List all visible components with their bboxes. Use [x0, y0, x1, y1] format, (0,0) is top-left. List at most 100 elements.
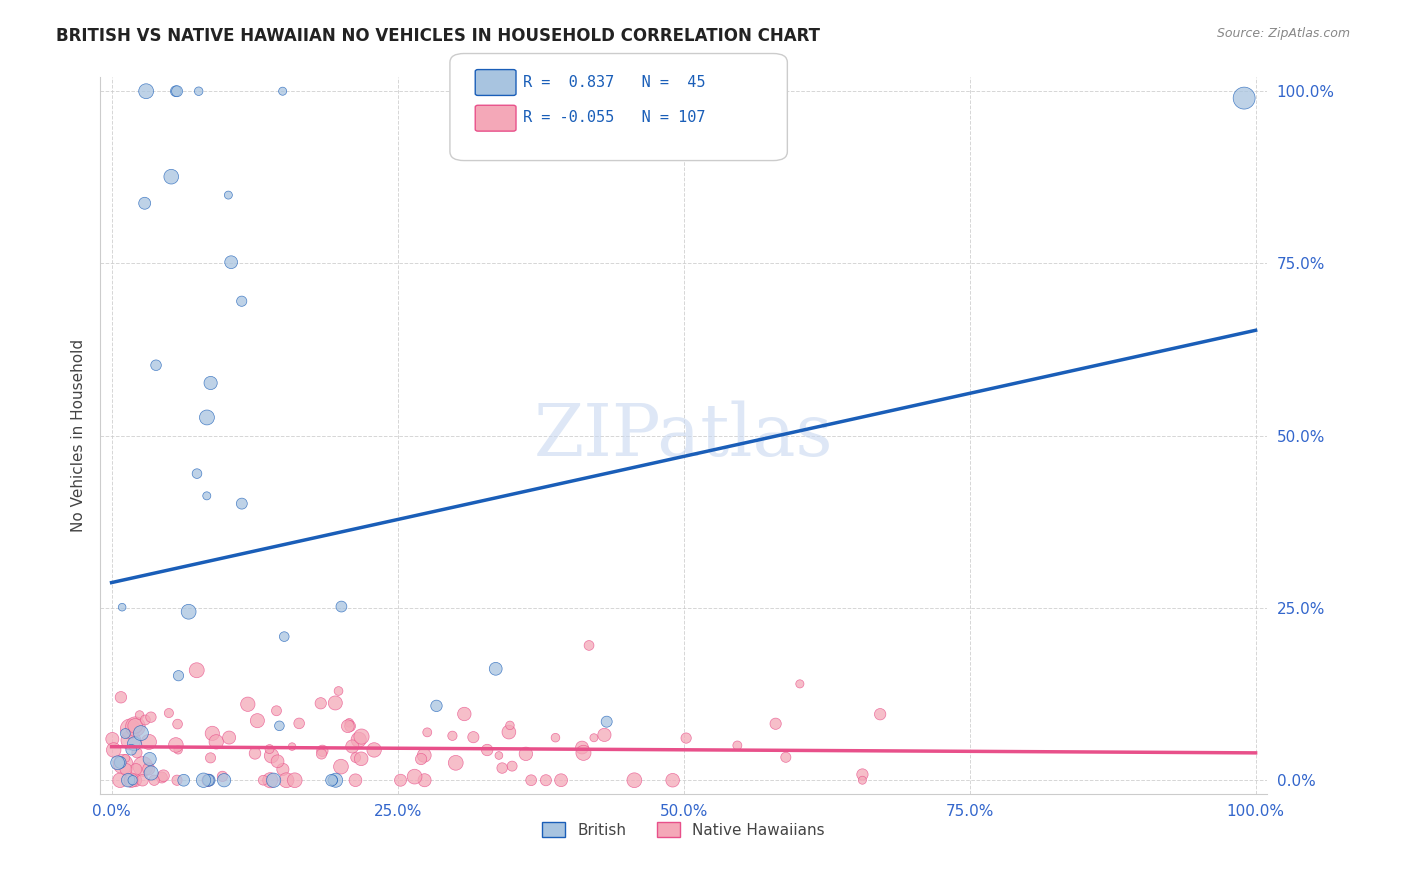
Point	[101, 731, 124, 746]
Point	[236, 698, 259, 712]
Point	[363, 743, 385, 757]
Point	[145, 358, 167, 372]
Text: Source: ZipAtlas.com: Source: ZipAtlas.com	[1216, 27, 1350, 40]
Point	[550, 773, 572, 788]
Text: R =  0.837   N =  45: R = 0.837 N = 45	[523, 75, 706, 89]
Point	[1233, 91, 1256, 105]
Point	[219, 255, 242, 269]
Point	[263, 773, 285, 788]
Point	[342, 739, 364, 754]
Point	[187, 84, 209, 98]
Point	[321, 773, 343, 788]
Point	[195, 410, 218, 425]
Point	[311, 747, 333, 761]
Point	[177, 605, 200, 619]
Point	[344, 750, 367, 764]
Point	[200, 751, 222, 765]
Point	[167, 669, 190, 683]
Point	[103, 743, 125, 757]
Point	[167, 743, 190, 757]
Point	[132, 759, 155, 773]
Point	[246, 714, 269, 728]
Point	[129, 726, 152, 740]
Point	[121, 773, 143, 788]
Point	[789, 677, 811, 691]
Point	[582, 731, 605, 745]
Point	[166, 773, 188, 788]
Point	[138, 735, 160, 749]
Point	[453, 706, 475, 721]
Point	[134, 713, 156, 727]
Point	[389, 773, 412, 788]
Point	[775, 750, 797, 764]
Point	[266, 704, 288, 718]
Point	[124, 719, 146, 733]
Point	[112, 757, 135, 772]
Point	[173, 773, 195, 788]
Point	[520, 773, 543, 788]
Point	[197, 773, 219, 788]
Point	[765, 716, 787, 731]
Point	[243, 747, 266, 761]
Point	[193, 773, 215, 788]
Point	[186, 663, 208, 677]
Point	[851, 773, 873, 788]
Point	[186, 467, 208, 481]
Point	[165, 738, 187, 752]
Point	[311, 744, 333, 758]
Point	[1374, 773, 1396, 788]
Point	[488, 748, 510, 763]
Point	[337, 715, 360, 730]
Point	[107, 756, 129, 770]
Point	[499, 718, 522, 732]
Point	[266, 754, 288, 768]
Point	[201, 726, 224, 740]
Point	[336, 719, 359, 733]
Point	[152, 769, 174, 783]
Point	[444, 756, 467, 770]
Point	[322, 773, 344, 788]
Point	[485, 662, 508, 676]
Point	[108, 773, 131, 788]
Point	[120, 743, 142, 757]
Point	[441, 729, 464, 743]
Point	[596, 714, 619, 729]
Point	[139, 710, 162, 724]
Point	[623, 773, 645, 788]
Point	[138, 762, 160, 776]
Point	[544, 731, 567, 745]
Point	[110, 756, 132, 770]
Point	[165, 84, 187, 98]
Point	[260, 748, 283, 763]
Point	[330, 599, 353, 614]
Point	[328, 684, 350, 698]
Point	[572, 746, 595, 760]
Point	[350, 730, 373, 744]
Point	[501, 759, 523, 773]
Point	[347, 732, 370, 747]
Point	[869, 707, 891, 722]
Text: R = -0.055   N = 107: R = -0.055 N = 107	[523, 111, 706, 125]
Point	[205, 735, 228, 749]
Point	[661, 773, 683, 788]
Point	[200, 376, 222, 390]
Point	[252, 773, 274, 788]
Point	[120, 733, 142, 747]
Text: ZIPatlas: ZIPatlas	[534, 401, 834, 471]
Point	[411, 752, 433, 766]
Point	[498, 725, 520, 739]
Point	[1277, 764, 1299, 778]
Point	[157, 706, 180, 720]
Point	[115, 762, 138, 776]
Point	[413, 748, 436, 763]
Y-axis label: No Vehicles in Household: No Vehicles in Household	[72, 339, 86, 533]
Point	[578, 639, 600, 653]
Text: BRITISH VS NATIVE HAWAIIAN NO VEHICLES IN HOUSEHOLD CORRELATION CHART: BRITISH VS NATIVE HAWAIIAN NO VEHICLES I…	[56, 27, 820, 45]
Point	[212, 773, 235, 788]
Point	[110, 690, 132, 705]
Point	[281, 739, 304, 754]
Point	[344, 773, 367, 788]
Point	[259, 773, 281, 788]
Point	[515, 747, 537, 761]
Point	[124, 720, 146, 734]
